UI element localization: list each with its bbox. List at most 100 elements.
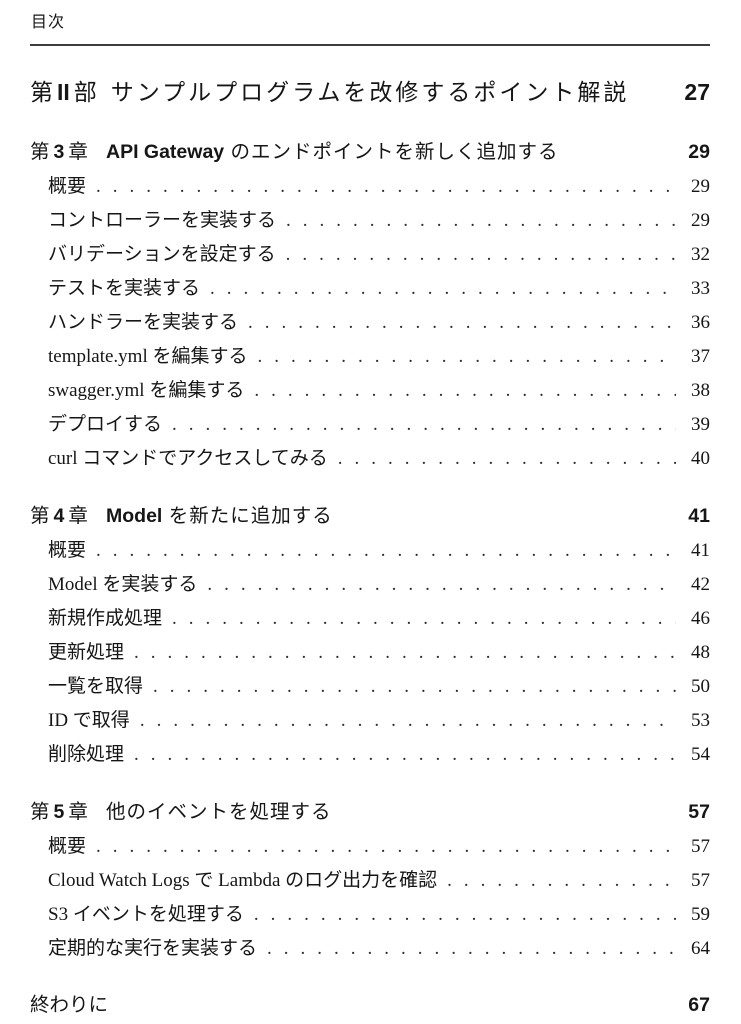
toc-entry: コントローラーを実装する ...........................… bbox=[30, 204, 710, 238]
part-page-number: 27 bbox=[684, 79, 710, 105]
dot-leader: ........................................… bbox=[248, 312, 676, 333]
toc-entry-page: 29 bbox=[691, 210, 710, 231]
toc-entry-title: 削除処理 bbox=[48, 744, 125, 765]
chapter-title-text: のエンドポイントを新しく追加する bbox=[224, 141, 559, 163]
toc-entry: 更新処理 ...................................… bbox=[30, 636, 710, 670]
chapter-page-number: 29 bbox=[688, 141, 710, 163]
toc-entry: Cloud Watch Logs で Lambda のログ出力を確認 .....… bbox=[30, 864, 710, 898]
dot-leader: ........................................… bbox=[96, 176, 676, 197]
dot-leader: ........................................… bbox=[285, 244, 676, 265]
toc-entry-title: S3 イベントを処理する bbox=[48, 904, 244, 925]
toc-entry-title: 概要 bbox=[48, 176, 87, 197]
toc-entry-title: 更新処理 bbox=[48, 642, 125, 663]
chapter-label-number: 3 bbox=[53, 141, 65, 163]
chapter-title-strong: Model bbox=[106, 505, 163, 527]
toc-entry-title: コントローラーを実装する bbox=[48, 210, 277, 231]
toc-entry: 新規作成処理 .................................… bbox=[30, 602, 710, 636]
chapter-label-pre: 第 bbox=[30, 801, 50, 823]
toc-entry-title: テストを実装する bbox=[48, 278, 201, 299]
toc-entry: 定期的な実行を実装する ............................… bbox=[30, 932, 710, 966]
dot-leader: ........................................… bbox=[134, 642, 676, 663]
toc-entry: 概要 .....................................… bbox=[30, 170, 710, 204]
toc-entry: バリデーションを設定する ...........................… bbox=[30, 238, 710, 272]
toc-entry: S3 イベントを処理する ...........................… bbox=[30, 898, 710, 932]
chapter-entries: 概要 .....................................… bbox=[30, 534, 710, 772]
toc-entry: 概要 .....................................… bbox=[30, 830, 710, 864]
chapter-title: API Gateway のエンドポイントを新しく追加する bbox=[106, 134, 559, 170]
toc-entry-page: 37 bbox=[691, 346, 710, 367]
toc-entry-page: 33 bbox=[691, 278, 710, 299]
dot-leader: ........................................… bbox=[253, 904, 676, 925]
toc-entry: デプロイする .................................… bbox=[30, 408, 710, 442]
dot-leader: ........................................… bbox=[257, 346, 676, 367]
part-title: サンプルプログラムを改修するポイント解説 bbox=[110, 79, 630, 105]
dot-leader: ........................................… bbox=[96, 836, 676, 857]
part-heading: 第 II 部 サンプルプログラムを改修するポイント解説 27 bbox=[30, 76, 710, 108]
toc-entry-title: 定期的な実行を実装する bbox=[48, 938, 258, 959]
toc-entry-page: 59 bbox=[691, 904, 710, 925]
dot-leader: ........................................… bbox=[210, 278, 676, 299]
toc-entry-page: 42 bbox=[691, 574, 710, 595]
toc-entry-title: 概要 bbox=[48, 540, 87, 561]
dot-leader: ........................................… bbox=[267, 938, 676, 959]
chapter-label-post: 章 bbox=[68, 505, 88, 527]
chapter-label-pre: 第 bbox=[30, 141, 50, 163]
chapter-label-pre: 第 bbox=[30, 505, 50, 527]
chapter-label-number: 5 bbox=[53, 801, 65, 823]
toc-entry-page: 39 bbox=[691, 414, 710, 435]
toc-entry: 削除処理 ...................................… bbox=[30, 738, 710, 772]
dot-leader: ........................................… bbox=[139, 710, 676, 731]
toc-entry: ハンドラーを実装する .............................… bbox=[30, 306, 710, 340]
chapter-label-post: 章 bbox=[68, 141, 88, 163]
closing-title: 終わりに bbox=[30, 994, 109, 1016]
chapter-title: Model を新たに追加する bbox=[106, 498, 333, 534]
toc-entry: テストを実装する ...............................… bbox=[30, 272, 710, 306]
toc-entry-page: 54 bbox=[691, 744, 710, 765]
dot-leader: ........................................… bbox=[207, 574, 676, 595]
toc-entry: 一覧を取得 ..................................… bbox=[30, 670, 710, 704]
chapter-entries: 概要 .....................................… bbox=[30, 830, 710, 966]
part-label-post: 部 bbox=[73, 79, 97, 105]
toc-entry-page: 36 bbox=[691, 312, 710, 333]
toc-entry: template.yml を編集する .....................… bbox=[30, 340, 710, 374]
dot-leader: ........................................… bbox=[172, 608, 676, 629]
toc-entry-page: 48 bbox=[691, 642, 710, 663]
chapter-title-text: 他のイベントを処理する bbox=[106, 801, 332, 823]
toc-entry-page: 57 bbox=[691, 870, 710, 891]
toc-entry-page: 50 bbox=[691, 676, 710, 697]
toc-entry-title: Cloud Watch Logs で Lambda のログ出力を確認 bbox=[48, 870, 438, 891]
toc-entry-title: バリデーションを設定する bbox=[48, 244, 276, 265]
dot-leader: ........................................… bbox=[96, 540, 676, 561]
closing-heading: 終わりに 67 bbox=[30, 990, 710, 1020]
dot-leader: ........................................… bbox=[153, 676, 676, 697]
toc-entry-title: 概要 bbox=[48, 836, 87, 857]
toc-entry-title: デプロイする bbox=[48, 414, 163, 435]
toc-entry-title: curl コマンドでアクセスしてみる bbox=[48, 448, 328, 469]
page-header: 目次 bbox=[31, 14, 66, 31]
toc-entry-page: 40 bbox=[691, 448, 710, 469]
dot-leader: ........................................… bbox=[447, 870, 676, 891]
chapter-label-post: 章 bbox=[68, 801, 88, 823]
toc-entry-page: 64 bbox=[691, 938, 710, 959]
chapter-title-text: を新たに追加する bbox=[162, 505, 333, 527]
toc-entry-title: swagger.yml を編集する bbox=[48, 380, 245, 401]
toc-entry: Model を実装する ............................… bbox=[30, 568, 710, 602]
dot-leader: ........................................… bbox=[337, 448, 676, 469]
toc-entry-title: Model を実装する bbox=[48, 574, 198, 595]
part-label-pre: 第 bbox=[30, 79, 53, 105]
toc-entry: swagger.yml を編集する ......................… bbox=[30, 374, 710, 408]
toc-entry-page: 32 bbox=[691, 244, 710, 265]
toc-entry-page: 53 bbox=[691, 710, 710, 731]
chapter-title-strong: API Gateway bbox=[106, 141, 225, 163]
toc-entry: curl コマンドでアクセスしてみる .....................… bbox=[30, 442, 710, 476]
part-label-number: II bbox=[57, 79, 70, 105]
toc-entry-title: 一覧を取得 bbox=[48, 676, 144, 697]
chapter-title: 他のイベントを処理する bbox=[106, 794, 332, 830]
